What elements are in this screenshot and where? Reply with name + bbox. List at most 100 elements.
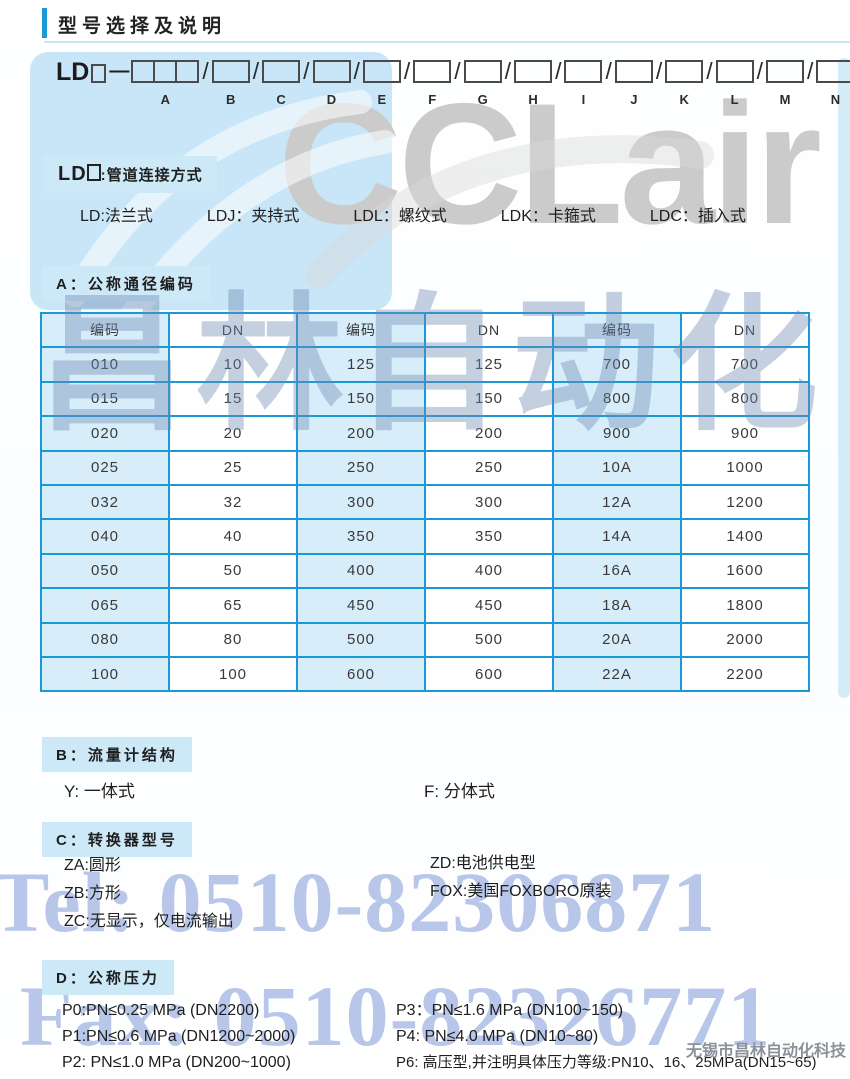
table-cell: 250 — [424, 449, 554, 486]
model-position-letter: G — [477, 92, 488, 107]
model-slash: / — [655, 58, 663, 84]
model-slash: / — [454, 58, 461, 84]
connection-items-row: LD:法兰式 LDJ：夹持式 LDL：螺纹式 LDK：卡箍式 LDC：插入式 — [80, 202, 746, 226]
table-cell: 020 — [40, 415, 170, 452]
table-cell: 080 — [40, 621, 170, 658]
model-position-group: L — [715, 60, 754, 107]
table-cell: 100 — [168, 655, 298, 693]
table-row: 032 32 300 300 12A 1200 — [40, 483, 810, 521]
table-row: 065 65 450 450 18A 1800 — [40, 587, 810, 624]
title-underline — [44, 41, 850, 43]
table-cell: 010 — [40, 346, 170, 383]
table-cell: 200 — [296, 415, 426, 452]
model-position-group: E — [362, 60, 401, 107]
table-cell: 50 — [168, 552, 298, 590]
table-cell: 500 — [424, 621, 554, 658]
table-cell: 15 — [168, 380, 298, 418]
model-position-group: C — [262, 60, 301, 107]
table-cell: 18A — [552, 587, 682, 624]
connection-section-header: LD :管道连接方式 — [44, 156, 217, 193]
model-position-group: N — [816, 60, 850, 107]
model-code-box — [564, 60, 603, 83]
table-cell: 1800 — [680, 587, 810, 624]
table-cell: 250 — [296, 449, 426, 486]
table-cell: 600 — [296, 655, 426, 693]
section-b-header: B：流量计结构 — [42, 737, 192, 772]
table-cell: 150 — [424, 380, 554, 418]
section-c-header: C：转换器型号 — [42, 822, 192, 857]
converter-right-list: ZD:电池供电型 FOX:美国FOXBORO原装 — [430, 850, 611, 906]
model-slash: / — [504, 58, 512, 84]
converter-item: ZA:圆形 — [64, 857, 121, 874]
company-name-watermark: 无锡市昌林自动化科技 — [686, 1043, 847, 1060]
model-position-group: A — [131, 60, 200, 107]
table-cell: 300 — [424, 483, 554, 521]
table-cell: 400 — [296, 552, 426, 590]
model-code-row: LD — A / B / C / D / E / F / G / H / I / J / K / L / M / N — [56, 60, 850, 107]
section-d-header: D：公称压力 — [42, 960, 174, 995]
table-cell: 14A — [552, 518, 682, 555]
table-cell: 1000 — [680, 449, 810, 486]
table-row: 015 15 150 150 800 800 — [40, 380, 810, 418]
model-position-group: I — [564, 60, 603, 107]
table-cell: 150 — [296, 380, 426, 418]
model-slash: / — [756, 58, 764, 84]
table-cell: 100 — [40, 655, 170, 693]
table-cell: 40 — [168, 518, 298, 555]
converter-left-list: ZA:圆形 ZB:方形 ZC:无显示，仅电流输出 — [64, 852, 234, 936]
connection-item: LDK：卡箍式 — [500, 208, 596, 225]
model-position-letter: H — [528, 92, 538, 107]
model-code-box — [463, 60, 502, 83]
connection-header-prefix: LD — [58, 163, 87, 185]
structure-item-remote: F: 分体式 — [424, 782, 495, 801]
pressure-right-list: P3：PN≤1.6 MPa (DN100~150) P4: PN≤4.0 MPa … — [396, 998, 817, 1076]
dn-table: 编码 DN 编码 DN 编码 DN 010 10 125 125 700 700 015 15 150 15… — [40, 311, 810, 693]
model-code-box — [766, 60, 805, 83]
table-cell: 300 — [296, 483, 426, 521]
model-position-group: J — [614, 60, 653, 107]
converter-item: ZC:无显示，仅电流输出 — [64, 913, 234, 930]
table-cell: 800 — [552, 380, 682, 418]
pressure-item: P3：PN≤1.6 MPa (DN100~150) — [396, 1002, 624, 1019]
table-cell: 2000 — [680, 621, 810, 658]
model-code-box — [665, 60, 704, 83]
model-slash: / — [403, 58, 411, 84]
right-edge-strip — [838, 58, 850, 698]
table-cell: 900 — [680, 415, 810, 452]
connection-header-suffix: :管道连接方式 — [100, 167, 203, 184]
table-row: 100 100 600 600 22A 2200 — [40, 655, 810, 693]
tel-watermark: Tel: 0510-82306871 — [0, 854, 717, 950]
model-position-letter: M — [779, 92, 791, 107]
table-cell: 32 — [168, 483, 298, 521]
pressure-item: P1:PN≤0.6 MPa (DN1200~2000) — [62, 1028, 296, 1045]
table-header-row: 编码 DN 编码 DN 编码 DN — [40, 311, 810, 349]
pressure-item: P2: PN≤1.0 MPa (DN200~1000) — [62, 1054, 291, 1071]
table-cell: 125 — [296, 346, 426, 383]
model-code-box — [175, 60, 200, 83]
table-header-cell: DN — [168, 311, 298, 349]
table-cell: 20A — [552, 621, 682, 658]
page-title: 型号选择及说明 — [58, 16, 227, 37]
title-accent-bar — [42, 8, 47, 38]
model-code-box — [262, 60, 301, 83]
model-box-cluster — [131, 60, 200, 83]
section-a-header: A：公称通径编码 — [42, 266, 210, 301]
model-position-group: M — [766, 60, 805, 107]
model-code-box — [614, 60, 653, 83]
model-prefix-label: LD — [56, 58, 90, 86]
table-cell: 20 — [168, 415, 298, 452]
table-row: 080 80 500 500 20A 2000 — [40, 621, 810, 658]
table-cell: 200 — [424, 415, 554, 452]
pressure-item: P0:PN≤0.25 MPa (DN2200) — [62, 1002, 260, 1019]
model-code-box — [514, 60, 553, 83]
model-position-letter: N — [830, 92, 841, 107]
model-position-letter: L — [730, 92, 739, 107]
model-slash: / — [605, 58, 612, 84]
table-cell: 22A — [552, 655, 682, 693]
model-slash: / — [555, 58, 562, 84]
table-row: 025 25 250 250 10A 1000 — [40, 449, 810, 486]
table-header-cell: 编码 — [552, 311, 682, 349]
converter-item: ZD:电池供电型 — [430, 855, 536, 872]
table-cell: 350 — [424, 518, 554, 555]
